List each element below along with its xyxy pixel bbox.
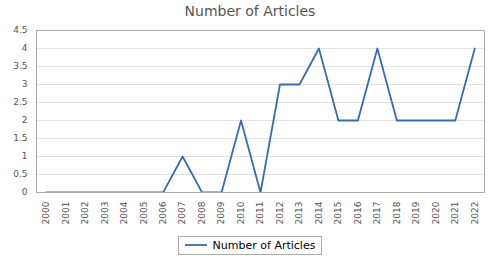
svg-text:2004: 2004 [119, 201, 129, 224]
svg-text:3.5: 3.5 [13, 61, 27, 71]
svg-text:2007: 2007 [177, 202, 187, 225]
svg-text:2010: 2010 [236, 201, 246, 224]
svg-text:2003: 2003 [100, 202, 110, 225]
svg-text:0.5: 0.5 [13, 169, 27, 179]
svg-text:2020: 2020 [431, 201, 441, 224]
svg-text:4.5: 4.5 [13, 25, 27, 35]
svg-text:1.5: 1.5 [13, 133, 27, 143]
svg-text:2008: 2008 [197, 201, 207, 224]
svg-text:2019: 2019 [411, 201, 421, 224]
svg-text:2009: 2009 [216, 201, 226, 224]
svg-text:2005: 2005 [139, 202, 149, 225]
svg-text:0: 0 [22, 187, 28, 197]
svg-text:2013: 2013 [294, 202, 304, 225]
svg-text:2018: 2018 [392, 201, 402, 224]
svg-text:2015: 2015 [333, 202, 343, 225]
svg-text:2011: 2011 [255, 202, 265, 225]
svg-text:2: 2 [22, 115, 28, 125]
svg-text:2021: 2021 [450, 202, 460, 225]
svg-text:2000: 2000 [41, 201, 51, 224]
svg-text:2006: 2006 [158, 201, 168, 224]
svg-text:1: 1 [22, 151, 28, 161]
svg-text:2022: 2022 [470, 202, 480, 225]
html-text:Number of Articles: Number of Articles [184, 3, 316, 19]
svg-text:2.5: 2.5 [13, 97, 27, 107]
html-text:Number of Articles: Number of Articles [212, 238, 316, 252]
svg-text:2014: 2014 [314, 201, 324, 224]
svg-text:3: 3 [22, 79, 28, 89]
svg-text:2016: 2016 [353, 201, 363, 224]
svg-text:4: 4 [22, 43, 28, 53]
svg-text:2012: 2012 [275, 202, 285, 225]
svg-text:2001: 2001 [61, 202, 71, 225]
svg-text:2002: 2002 [80, 202, 90, 225]
svg-text:2017: 2017 [372, 202, 382, 225]
